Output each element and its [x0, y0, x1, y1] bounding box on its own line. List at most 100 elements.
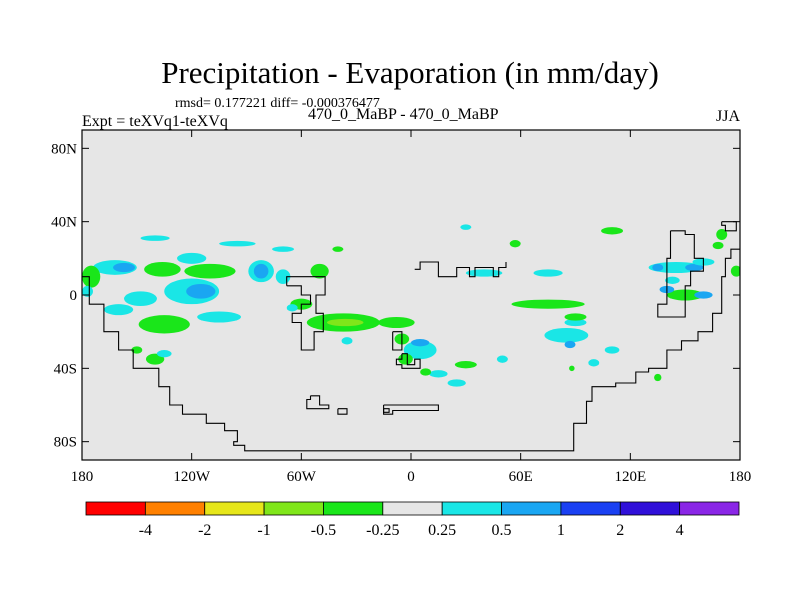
colorbar-label-5: 0.25	[428, 522, 456, 539]
y-tick-label-1: 40N	[51, 215, 77, 231]
contour-region-39	[564, 340, 576, 349]
coastline-5	[395, 353, 421, 369]
coastline-1	[286, 276, 326, 351]
contour-region-40	[564, 318, 587, 327]
coastline-0	[82, 248, 740, 452]
contour-region-4	[144, 262, 181, 277]
contour-region-54	[601, 227, 624, 235]
x-tick-label-5: 120E	[614, 469, 646, 485]
contour-region-63	[156, 350, 172, 358]
colorbar-box-2	[204, 501, 265, 516]
contour-region-62	[131, 346, 143, 354]
x-tick-label-4: 60E	[509, 469, 533, 485]
colorbar-label-9: 4	[676, 522, 684, 539]
stats-label: rmsd= 0.177221 diff= -0.000376477	[175, 96, 380, 111]
y-tick-label-3: 40S	[54, 361, 77, 377]
contour-region-46	[652, 263, 664, 272]
x-tick-label-6: 180	[729, 469, 752, 485]
contour-region-26	[286, 304, 298, 312]
x-tick-label-3: 0	[407, 469, 415, 485]
coastline-7	[383, 404, 439, 415]
coastline-3	[337, 408, 348, 415]
colorbar-box-6	[441, 501, 502, 516]
contour-region-18	[272, 246, 295, 252]
contour-region-55	[509, 240, 521, 248]
x-tick-label-0: 180	[71, 469, 94, 485]
contour-region-25	[341, 337, 353, 345]
contour-region-12	[197, 311, 242, 323]
contour-region-36	[588, 359, 600, 367]
colorbar-label-2: -1	[257, 522, 270, 539]
contour-region-2	[82, 265, 101, 288]
contour-region-56	[460, 224, 472, 230]
contour-region-20	[140, 235, 170, 241]
contour-region-52	[716, 229, 728, 240]
contour-region-44	[685, 263, 704, 272]
contour-region-48	[694, 291, 713, 299]
colorbar-box-10	[679, 501, 740, 516]
contour-regions	[82, 224, 740, 387]
coastlines	[82, 221, 740, 452]
contour-region-51	[730, 265, 740, 277]
chart-title: Precipitation - Evaporation (in mm/day)	[161, 55, 659, 90]
contour-region-60	[569, 365, 575, 372]
axis-ticks: 180 120W 60W 0 60E 120E 180 80N 40N 0 40S 80S	[51, 130, 751, 485]
contour-region-31	[429, 370, 448, 378]
contour-region-28	[411, 339, 430, 347]
contour-region-17	[332, 246, 344, 252]
experiment-label: Expt = teXVq1-teXVq	[82, 113, 228, 130]
contour-region-58	[465, 269, 503, 277]
contour-region-59	[654, 373, 662, 382]
contour-region-8	[186, 284, 216, 299]
coastline-8	[383, 408, 390, 413]
season-label: JJA	[715, 108, 740, 125]
contour-region-34	[447, 379, 466, 387]
coastline-4	[414, 261, 507, 278]
contour-region-10	[103, 304, 134, 316]
x-tick-label-1: 120W	[173, 469, 211, 485]
contour-region-23	[326, 318, 364, 327]
contour-region-33	[454, 361, 477, 369]
contour-region-42	[511, 299, 585, 309]
y-tick-label-0: 80N	[51, 141, 77, 157]
colorbar-box-0	[85, 501, 146, 516]
contour-region-5	[177, 252, 207, 264]
y-tick-label-2: 0	[70, 288, 78, 304]
x-tick-label-2: 60W	[287, 469, 317, 485]
contour-region-57	[533, 269, 563, 277]
colorbar-label-1: -2	[198, 522, 211, 539]
contour-region-27	[403, 340, 437, 360]
coastline-2	[306, 395, 330, 410]
contour-region-50	[665, 276, 680, 285]
contour-region-32	[420, 368, 432, 376]
colorbar: -4 -2 -1 -0.5 -0.25 0.25 0.5 1 2 4	[85, 501, 740, 539]
contour-region-38	[544, 328, 589, 343]
colorbar-label-7: 1	[557, 522, 565, 539]
colorbar-box-9	[619, 501, 681, 516]
colorbar-label-6: 0.5	[492, 522, 512, 539]
contour-region-14	[253, 263, 269, 279]
colorbar-label-8: 2	[616, 522, 624, 539]
coastline-6	[392, 331, 403, 351]
colorbar-box-3	[263, 501, 324, 516]
colorbar-box-5	[382, 501, 443, 516]
colorbar-box-4	[323, 501, 384, 516]
contour-region-3	[82, 285, 93, 297]
contour-region-35	[496, 355, 508, 363]
contour-region-24	[378, 317, 415, 328]
contour-region-19	[219, 240, 256, 247]
contour-region-37	[604, 346, 620, 354]
contour-region-6	[184, 263, 236, 279]
colorbar-label-4: -0.25	[366, 522, 399, 539]
colorbar-box-1	[144, 501, 206, 516]
colorbar-box-7	[501, 501, 562, 516]
colorbar-label-0: -4	[139, 522, 152, 539]
contour-region-1	[113, 262, 136, 273]
contour-region-16	[310, 263, 329, 279]
y-tick-label-4: 80S	[54, 435, 77, 451]
colorbar-label-3: -0.5	[311, 522, 336, 539]
period-label: 470_0_MaBP - 470_0_MaBP	[308, 106, 499, 123]
contour-region-11	[138, 315, 190, 334]
contour-region-53	[712, 241, 724, 250]
